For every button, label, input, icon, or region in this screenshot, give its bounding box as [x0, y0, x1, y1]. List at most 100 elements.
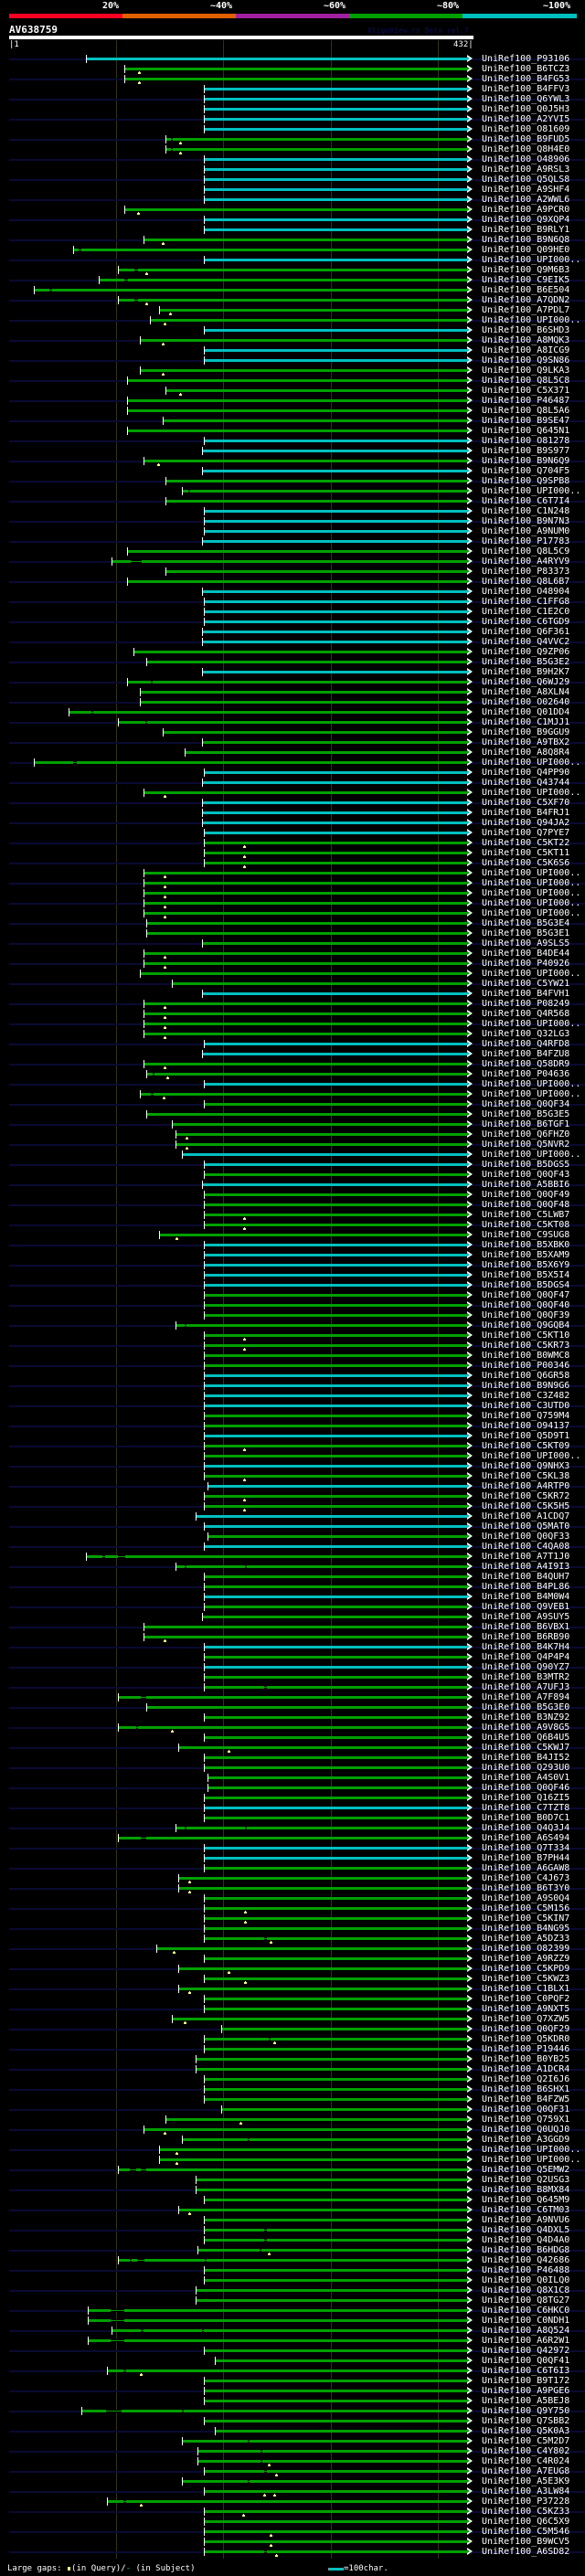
- alignment-row[interactable]: UniRef100_Q9SPB8: [0, 476, 585, 486]
- hit-bar[interactable]: [175, 1133, 467, 1136]
- hit-label-link[interactable]: UniRef100_Q8L5C8: [482, 376, 570, 386]
- hit-bar[interactable]: [201, 1183, 467, 1186]
- alignment-row[interactable]: UniRef100_A8Q524: [0, 2326, 585, 2336]
- hit-bar[interactable]: [197, 2249, 467, 2252]
- hit-label-link[interactable]: UniRef100_Q0QF46: [482, 1783, 570, 1793]
- alignment-row[interactable]: UniRef100_Q4DXL5: [0, 2225, 585, 2235]
- hit-bar[interactable]: [33, 761, 467, 764]
- hit-bar[interactable]: [204, 1193, 467, 1196]
- hit-label-link[interactable]: UniRef100_Q9SPB8: [482, 476, 570, 486]
- hit-bar[interactable]: [143, 1063, 467, 1065]
- hit-label-link[interactable]: UniRef100_C5KZ33: [482, 2507, 570, 2517]
- hit-label-link[interactable]: UniRef100_C6T6I3: [482, 2366, 570, 2376]
- hit-label-link[interactable]: UniRef100_Q6YWL3: [482, 94, 570, 104]
- hit-label-link[interactable]: UniRef100_P00346: [482, 1361, 570, 1371]
- hit-bar[interactable]: [204, 2530, 467, 2533]
- hit-label-link[interactable]: UniRef100_Q9Y750: [482, 2406, 570, 2416]
- hit-label-link[interactable]: UniRef100_B4FVH1: [482, 989, 570, 999]
- hit-bar[interactable]: [143, 460, 467, 462]
- hit-bar[interactable]: [117, 1837, 467, 1839]
- hit-label-link[interactable]: UniRef100_Q5K0A3: [482, 2426, 570, 2436]
- alignment-row[interactable]: UniRef100_B9S977: [0, 446, 585, 456]
- hit-label-link[interactable]: UniRef100_Q4Q3J4: [482, 1823, 570, 1833]
- hit-label-link[interactable]: UniRef100_Q5NVR2: [482, 1140, 570, 1150]
- hit-label-link[interactable]: UniRef100_P40926: [482, 959, 570, 969]
- hit-label-link[interactable]: UniRef100_UPI000..: [482, 1089, 581, 1099]
- hit-label-link[interactable]: UniRef100_C5K5H5: [482, 1501, 570, 1511]
- hit-label-link[interactable]: UniRef100_UPI000..: [482, 758, 581, 768]
- hit-bar[interactable]: [155, 1947, 467, 1950]
- alignment-row[interactable]: UniRef100_Q01DD4: [0, 707, 585, 717]
- hit-bar[interactable]: [81, 2410, 467, 2412]
- hit-label-link[interactable]: UniRef100_O94137: [482, 1421, 570, 1431]
- hit-bar[interactable]: [201, 540, 467, 543]
- hit-label-link[interactable]: UniRef100_C5LWB7: [482, 1210, 570, 1220]
- hit-bar[interactable]: [178, 2209, 467, 2211]
- hit-bar[interactable]: [204, 1867, 467, 1870]
- hit-bar[interactable]: [72, 249, 467, 251]
- hit-bar[interactable]: [201, 1616, 467, 1618]
- alignment-row[interactable]: UniRef100_B9WCV5: [0, 2537, 585, 2547]
- alignment-row[interactable]: UniRef100_A5E3K9: [0, 2476, 585, 2486]
- hit-label-link[interactable]: UniRef100_A8Q524: [482, 2326, 570, 2336]
- hit-bar[interactable]: [159, 309, 467, 312]
- hit-label-link[interactable]: UniRef100_B6TGF1: [482, 1119, 570, 1129]
- hit-label-link[interactable]: UniRef100_C1E2C0: [482, 607, 570, 617]
- hit-bar[interactable]: [204, 1907, 467, 1910]
- hit-label-link[interactable]: UniRef100_C5KPD9: [482, 1964, 570, 1974]
- hit-label-link[interactable]: UniRef100_Q2USG3: [482, 2175, 570, 2185]
- hit-bar[interactable]: [117, 2259, 467, 2262]
- hit-label-link[interactable]: UniRef100_B9S977: [482, 446, 570, 456]
- hit-label-link[interactable]: UniRef100_Q0J5H3: [482, 104, 570, 114]
- hit-label-link[interactable]: UniRef100_C5KL38: [482, 1471, 570, 1481]
- hit-label-link[interactable]: UniRef100_UPI000..: [482, 486, 581, 496]
- hit-bar[interactable]: [165, 148, 467, 151]
- hit-bar[interactable]: [143, 1636, 467, 1638]
- hit-bar[interactable]: [204, 1103, 467, 1106]
- hit-label-link[interactable]: UniRef100_B6RB90: [482, 1632, 570, 1642]
- alignment-row[interactable]: UniRef100_Q0J5H3: [0, 104, 585, 114]
- hit-bar[interactable]: [204, 1716, 467, 1719]
- alignment-row[interactable]: UniRef100_B6SHX1: [0, 2084, 585, 2094]
- hit-bar[interactable]: [204, 2219, 467, 2221]
- alignment-row[interactable]: UniRef100_Q0QF34: [0, 1099, 585, 1109]
- hit-bar[interactable]: [117, 721, 467, 724]
- alignment-row[interactable]: UniRef100_Q759X1: [0, 2115, 585, 2125]
- hit-bar[interactable]: [197, 2450, 467, 2453]
- hit-label-link[interactable]: UniRef100_B5G3E5: [482, 1109, 570, 1119]
- hit-bar[interactable]: [204, 1575, 467, 1578]
- hit-label-link[interactable]: UniRef100_Q5MAT0: [482, 1521, 570, 1532]
- hit-label-link[interactable]: UniRef100_B6HDG8: [482, 2245, 570, 2255]
- hit-bar[interactable]: [159, 2158, 467, 2161]
- hit-label-link[interactable]: UniRef100_A9TBX2: [482, 737, 570, 747]
- hit-bar[interactable]: [195, 2299, 467, 2302]
- hit-bar[interactable]: [204, 2279, 467, 2282]
- hit-label-link[interactable]: UniRef100_B5G3E1: [482, 928, 570, 938]
- hit-bar[interactable]: [204, 1364, 467, 1367]
- alignment-row[interactable]: UniRef100_UPI000..: [0, 486, 585, 496]
- hit-label-link[interactable]: UniRef100_C5KR73: [482, 1341, 570, 1351]
- hit-bar[interactable]: [195, 2178, 467, 2181]
- alignment-row[interactable]: UniRef100_B0D7C1: [0, 1813, 585, 1823]
- alignment-row[interactable]: UniRef100_Q8TG27: [0, 2295, 585, 2306]
- alignment-row[interactable]: UniRef100_Q16ZI5: [0, 1793, 585, 1803]
- hit-label-link[interactable]: UniRef100_A1DCR4: [482, 2064, 570, 2074]
- hit-bar[interactable]: [204, 1043, 467, 1045]
- alignment-row[interactable]: UniRef100_B8MX84: [0, 2185, 585, 2195]
- hit-bar[interactable]: [204, 1344, 467, 1347]
- alignment-row[interactable]: UniRef100_P46488: [0, 2265, 585, 2275]
- hit-label-link[interactable]: UniRef100_C9SUG8: [482, 1230, 570, 1240]
- alignment-row[interactable]: UniRef100_C5M156: [0, 1903, 585, 1913]
- hit-label-link[interactable]: UniRef100_Q0QF41: [482, 2356, 570, 2366]
- hit-label-link[interactable]: UniRef100_O02640: [482, 697, 570, 707]
- hit-bar[interactable]: [204, 2540, 467, 2543]
- hit-label-link[interactable]: UniRef100_Q4D4A0: [482, 2235, 570, 2245]
- hit-bar[interactable]: [201, 741, 467, 744]
- hit-bar[interactable]: [98, 279, 467, 281]
- hit-label-link[interactable]: UniRef100_O81278: [482, 436, 570, 446]
- hit-bar[interactable]: [204, 1374, 467, 1377]
- hit-label-link[interactable]: UniRef100_Q0QF39: [482, 1310, 570, 1320]
- hit-bar[interactable]: [204, 1274, 467, 1277]
- hit-label-link[interactable]: UniRef100_Q6WJ29: [482, 677, 570, 687]
- alignment-row[interactable]: UniRef100_UPI000..: [0, 1451, 585, 1461]
